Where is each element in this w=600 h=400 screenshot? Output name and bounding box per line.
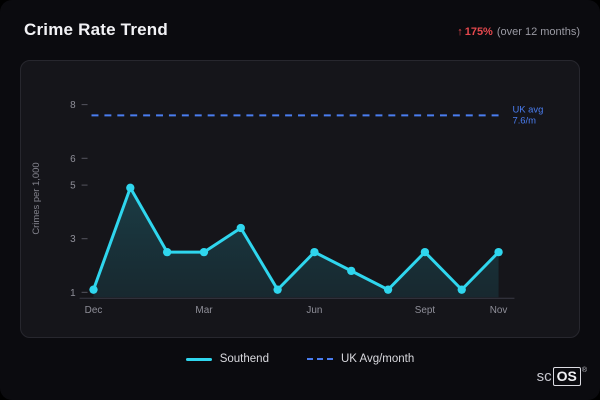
data-point[interactable]: [420, 247, 430, 257]
x-tick-label: Dec: [85, 305, 103, 316]
x-tick-label: Nov: [490, 305, 508, 316]
crime-trend-chart: Crimes per 1,000 8 6 5 3 1 UK avg 7.6/m Dec Mar Ju…: [30, 100, 543, 316]
data-point[interactable]: [457, 285, 466, 294]
up-arrow-icon: ↑: [457, 26, 463, 38]
logo-prefix: sc: [536, 368, 552, 385]
legend-item-southend[interactable]: Southend: [185, 353, 269, 365]
logo-box-os: OS: [552, 367, 581, 386]
y-tick-label: 3: [70, 234, 76, 245]
legend-label-uk-avg: UK Avg/month: [340, 353, 415, 365]
legend-item-uk-avg[interactable]: UK Avg/month: [306, 353, 415, 365]
y-tick-label: 5: [70, 181, 76, 192]
y-tick-label: 6: [70, 154, 76, 165]
registered-trademark-icon: ®: [581, 367, 587, 374]
scos-logo: sc OS ®: [537, 367, 587, 386]
data-point[interactable]: [162, 247, 172, 257]
data-point[interactable]: [126, 183, 135, 192]
data-point[interactable]: [347, 266, 356, 276]
data-point[interactable]: [199, 247, 209, 257]
data-point[interactable]: [310, 247, 319, 257]
southend-area-fill: [93, 187, 499, 298]
data-point[interactable]: [236, 223, 245, 233]
x-tick-label: Mar: [195, 305, 213, 316]
data-point[interactable]: [273, 285, 282, 294]
data-point[interactable]: [89, 285, 98, 294]
trend-stat: ↑ 175% (over 12 months): [457, 26, 580, 38]
uk-avg-annotation: UK avg 7.6/m: [512, 103, 543, 125]
data-point[interactable]: [494, 247, 503, 257]
y-tick-label: 1: [70, 288, 76, 299]
uk-avg-line-swatch: [306, 358, 333, 360]
trend-percent: 175%: [464, 26, 493, 38]
legend-label-southend: Southend: [219, 353, 269, 365]
page-title: Crime Rate Trend: [24, 20, 168, 39]
chart-legend: Southend UK Avg/month: [0, 353, 600, 365]
x-tick-label: Sept: [415, 305, 436, 316]
chart-panel: Crimes per 1,000 8 6 5 3 1 UK avg 7.6/m Dec Mar Ju…: [20, 60, 580, 338]
southend-line-swatch: [185, 357, 212, 361]
trend-caption: (over 12 months): [496, 26, 580, 38]
data-point[interactable]: [383, 285, 393, 294]
card-header: Crime Rate Trend ↑ 175% (over 12 months): [24, 20, 580, 40]
x-tick-label: Jun: [306, 305, 322, 316]
y-axis-label: Crimes per 1,000: [30, 162, 41, 234]
y-tick-label: 8: [70, 100, 76, 111]
southend-line: [92, 186, 501, 292]
